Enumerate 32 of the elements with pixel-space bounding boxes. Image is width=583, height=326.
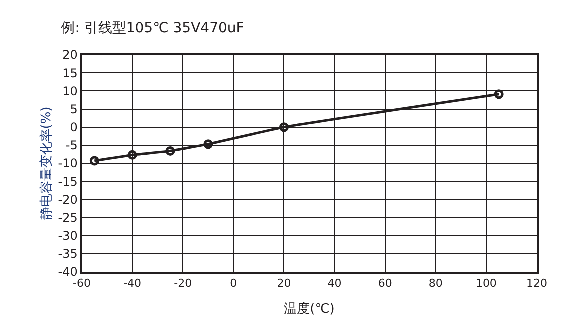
y-tick-label: 10 [62,84,78,98]
x-tick-label: 120 [526,276,548,290]
point [128,150,138,160]
x-tick-label: 0 [230,276,238,290]
point [90,156,100,166]
y-tick-label: -10 [58,156,78,171]
x-tick-label: 80 [428,276,443,290]
x-axis-title: 温度(℃) [284,301,335,318]
chart-title: 例: 引线型105℃ 35V470uF [61,20,244,37]
y-tick-label: -40 [58,265,78,280]
y-tick-label: -5 [66,138,78,153]
y-tick-label: 20 [62,48,78,62]
x-tick-label: 100 [476,276,497,290]
x-tick-label: 40 [328,276,342,290]
x-tick-label: -20 [174,276,192,290]
y-tick-label: -20 [58,192,78,207]
y-tick-label: 0 [70,120,78,135]
point [166,146,176,156]
point [494,90,504,100]
point [279,122,289,132]
x-tick-label: 20 [277,276,292,290]
y-tick-label: 15 [62,66,78,80]
point [204,140,214,150]
y-axis-title: 静电容量变化率(%) [38,106,55,220]
y-tick-label: -30 [58,229,78,244]
y-tick-label: -15 [58,174,78,189]
y-tick-label: 5 [70,102,78,116]
x-tick-label: -40 [124,276,142,290]
x-tick-label: -60 [73,276,91,290]
x-tick-label: 60 [378,276,392,290]
y-tick-label: -25 [58,210,78,225]
y-tick-label: -35 [58,247,78,262]
